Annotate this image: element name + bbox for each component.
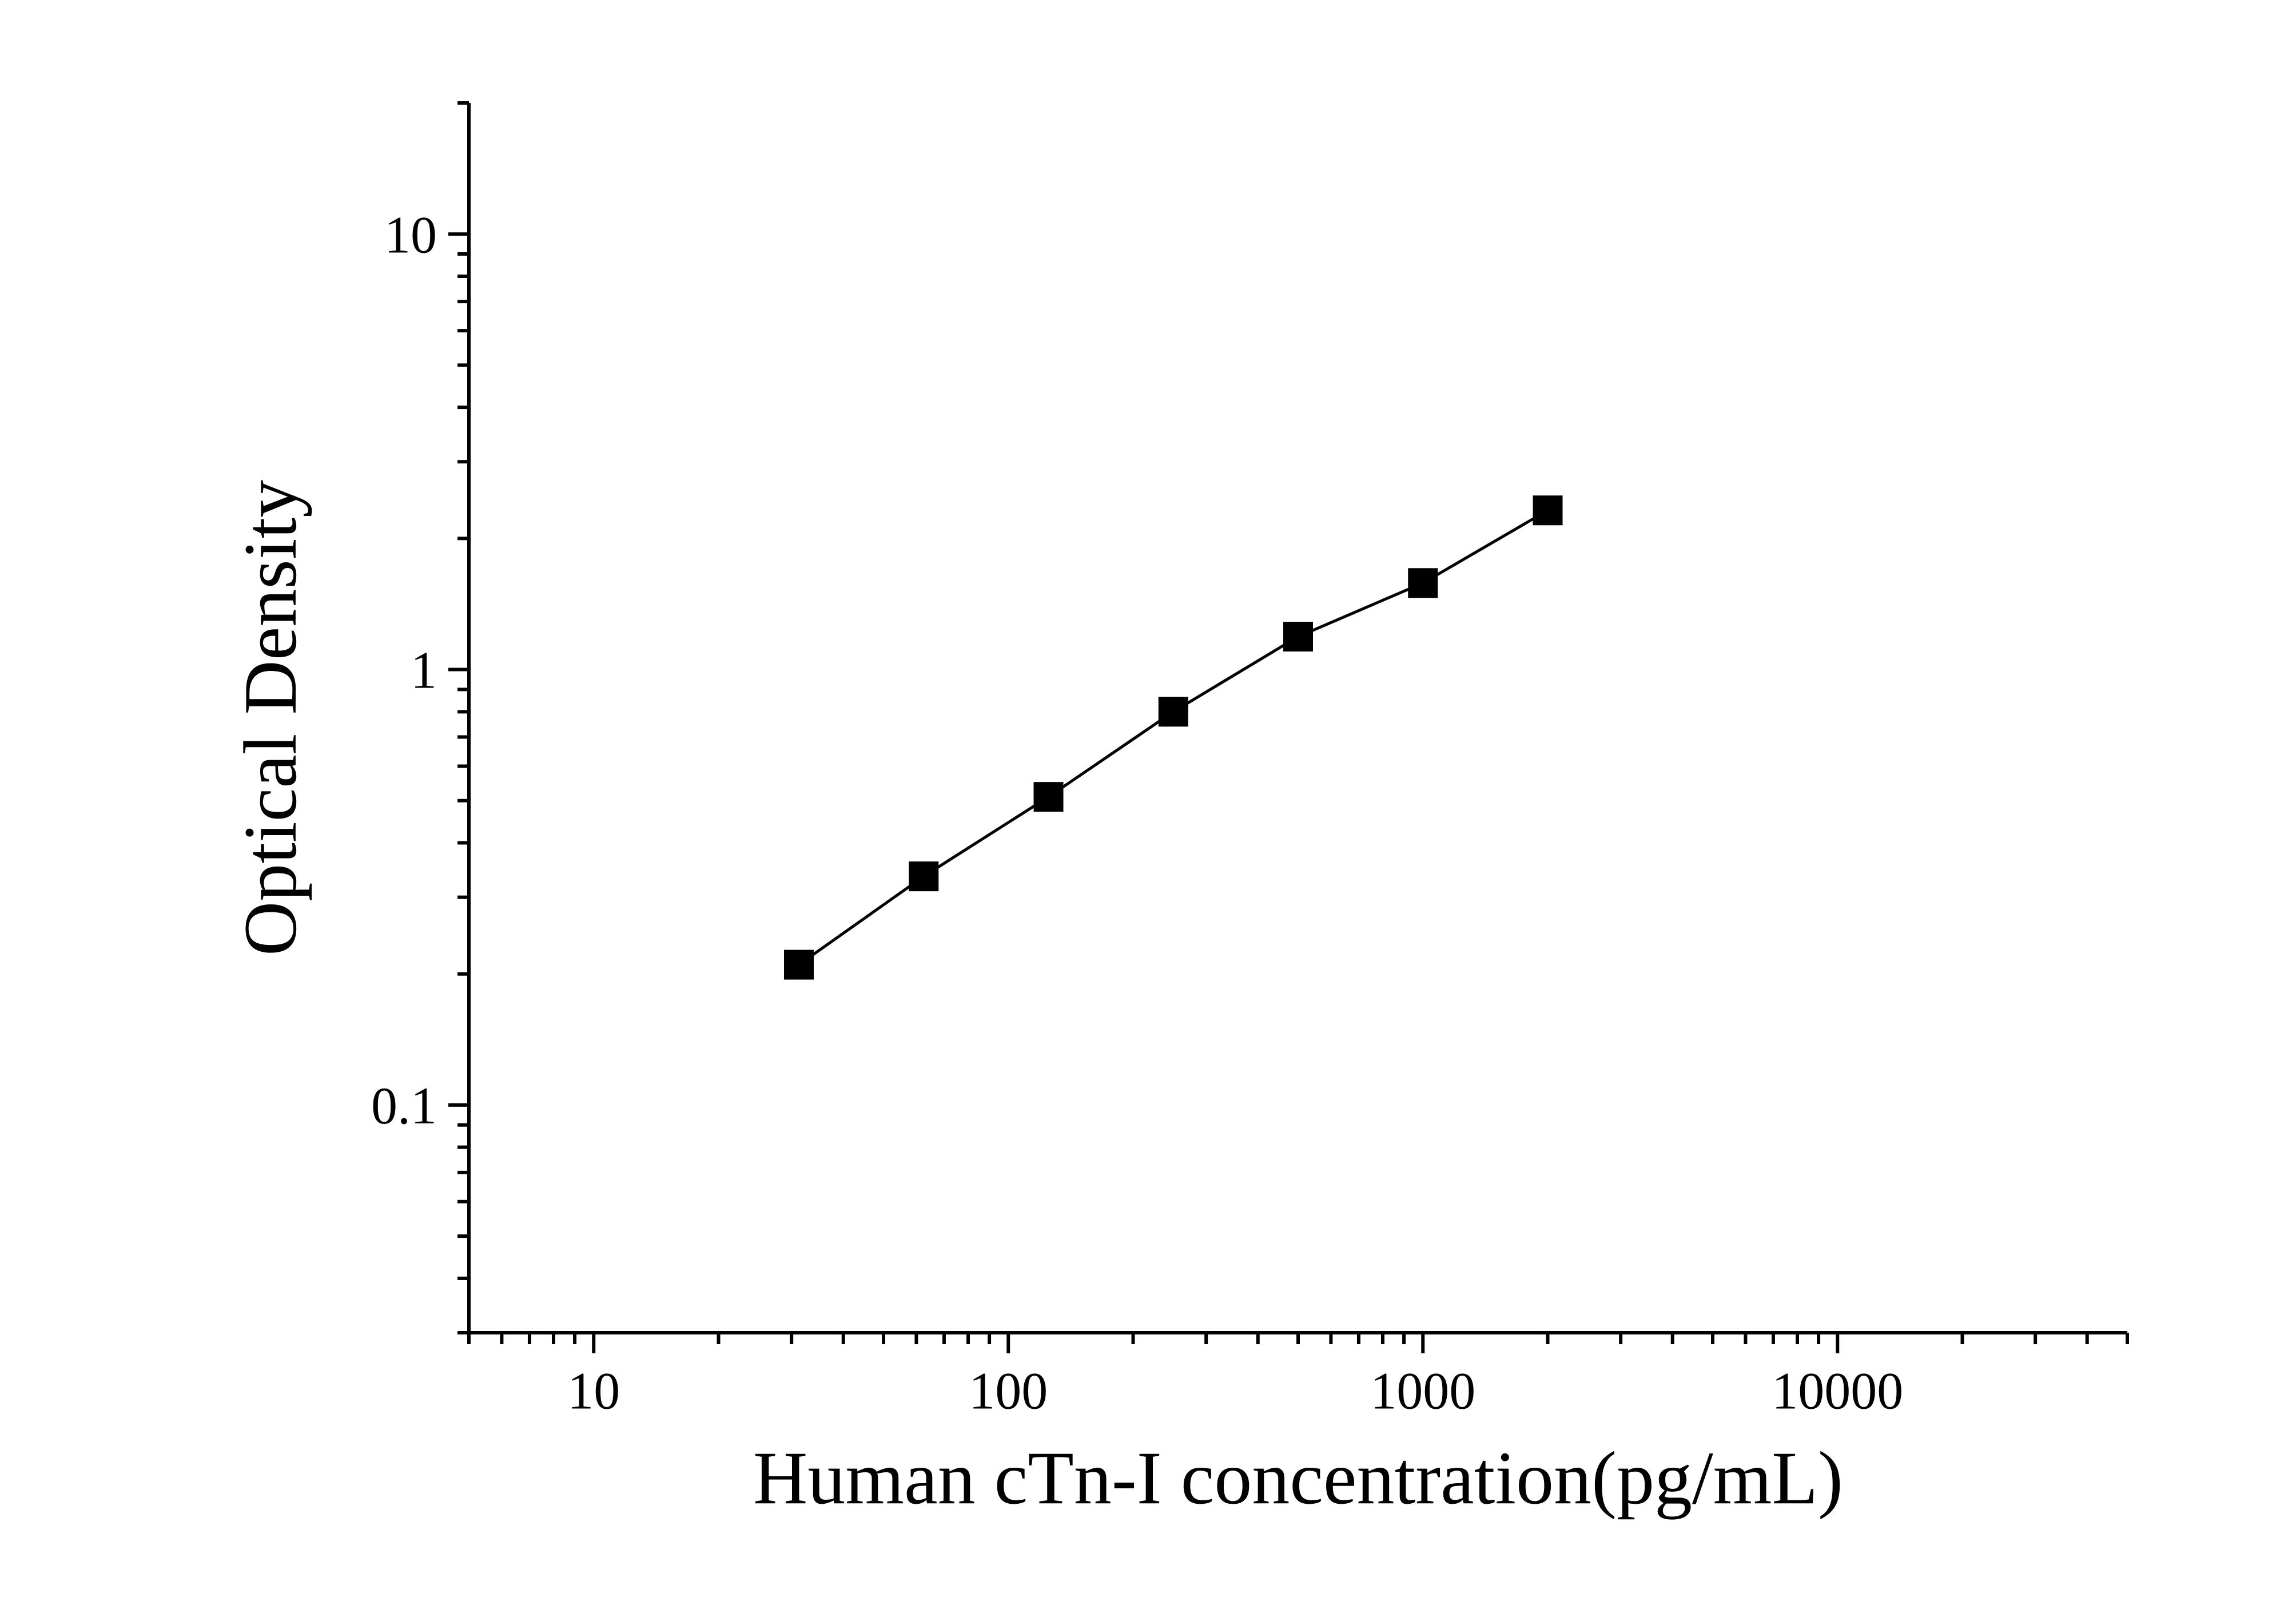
chart-container: 10 100 1000 10000 0.1 1 10 Human cTn-I concentr… xyxy=(0,0,2296,1605)
x-tick-label: 1000 xyxy=(1370,1362,1475,1420)
data-marker xyxy=(785,951,813,979)
chart-background xyxy=(0,0,2296,1605)
y-tick-label: 0.1 xyxy=(371,1076,437,1135)
data-marker xyxy=(1034,782,1063,811)
x-axis-label: Human cTn-I concentration(pg/mL) xyxy=(753,1436,1843,1520)
data-marker xyxy=(1533,496,1562,525)
y-tick-label: 10 xyxy=(384,205,437,264)
y-tick-label: 1 xyxy=(411,641,437,700)
x-tick-label: 10000 xyxy=(1772,1362,1903,1420)
y-axis-label: Optical Density xyxy=(228,480,312,956)
data-marker xyxy=(909,862,938,891)
chart-svg: 10 100 1000 10000 0.1 1 10 Human cTn-I concentr… xyxy=(0,0,2296,1605)
data-marker xyxy=(1159,697,1188,726)
x-tick-label: 100 xyxy=(969,1362,1048,1420)
data-marker xyxy=(1408,569,1437,597)
x-tick-label: 10 xyxy=(567,1362,620,1420)
data-marker xyxy=(1284,622,1312,651)
